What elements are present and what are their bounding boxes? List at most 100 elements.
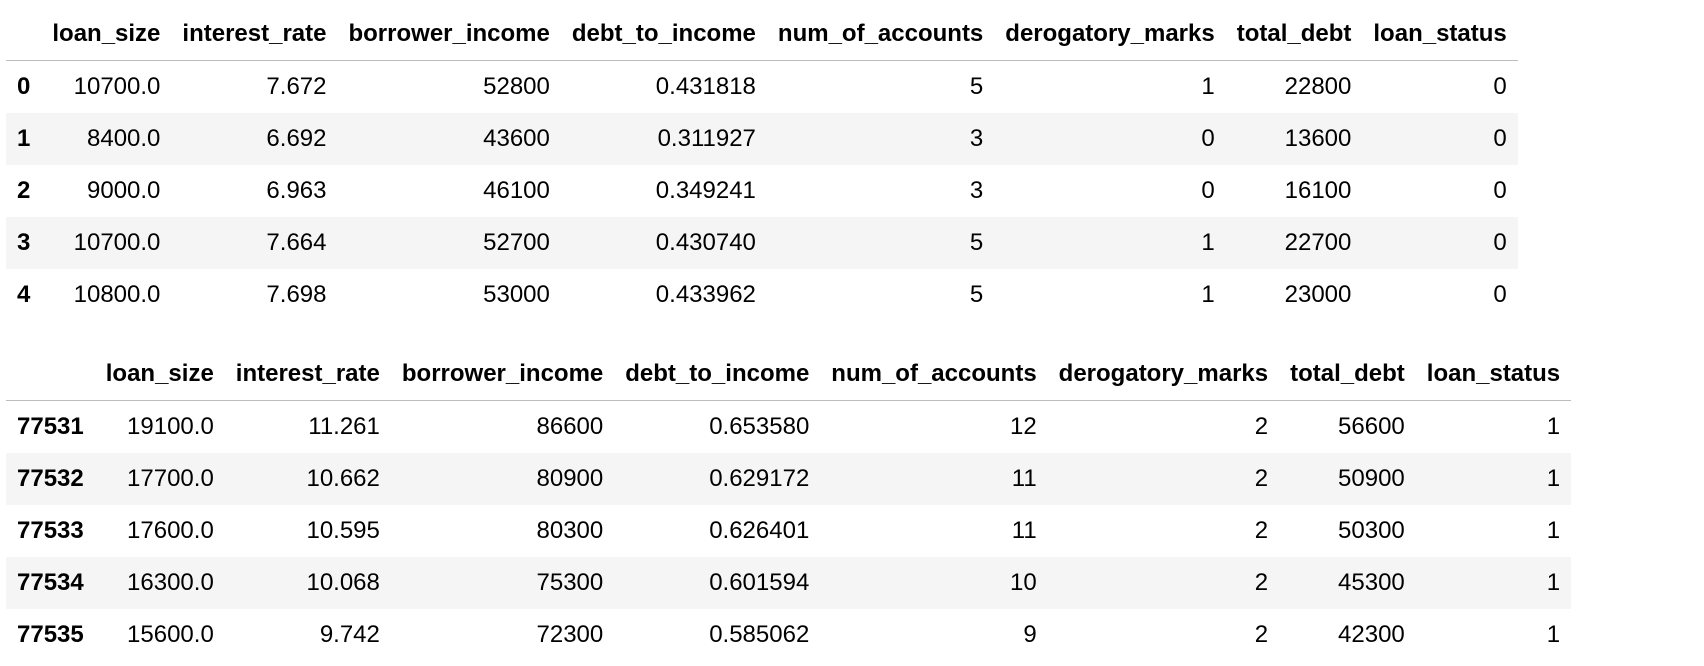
table-row: 77532 17700.0 10.662 80900 0.629172 11 2…	[6, 453, 1572, 505]
row-index: 2	[17, 177, 31, 204]
column-header: interest_rate	[224, 348, 391, 401]
table-cell: 1	[1201, 281, 1215, 308]
column-header: num_of_accounts	[820, 348, 1048, 401]
table-cell: 10.662	[306, 465, 380, 492]
table-cell: 50300	[1338, 517, 1405, 544]
table-cell: 11	[1011, 517, 1037, 544]
table-row: 77533 17600.0 10.595 80300 0.626401 11 2…	[6, 505, 1571, 557]
table-cell: 0.433962	[655, 281, 756, 308]
table-cell: 0.601594	[709, 569, 810, 596]
table-cell: 0	[1493, 177, 1507, 204]
table-cell: 12	[1009, 413, 1037, 440]
column-header: borrower_income	[337, 8, 561, 61]
table-cell: 0.626401	[709, 517, 810, 544]
column-header: total_debt	[1225, 8, 1363, 61]
table-cell: 46100	[483, 177, 550, 204]
table-cell: 75300	[536, 569, 604, 596]
column-header: borrower_income	[390, 348, 615, 401]
table-cell: 72300	[536, 621, 604, 648]
table-cell: 19100.0	[127, 413, 214, 440]
table-cell: 9.742	[319, 621, 380, 648]
table-cell: 5	[969, 229, 984, 256]
table-cell: 2	[1254, 621, 1269, 648]
table-cell: 22800	[1284, 73, 1352, 100]
row-index: 4	[17, 281, 31, 308]
table-cell: 1	[1546, 517, 1561, 544]
table-cell: 0.585062	[709, 621, 810, 648]
table-cell: 43600	[483, 125, 550, 152]
table-cell: 1	[1546, 621, 1561, 648]
row-index: 3	[17, 229, 31, 256]
table-cell: 0	[1201, 125, 1215, 152]
table-cell: 0.653580	[709, 413, 810, 440]
index-header	[6, 348, 95, 401]
table-cell: 86600	[536, 413, 604, 440]
table-cell: 7.672	[266, 73, 327, 100]
column-header: derogatory_marks	[1047, 348, 1280, 401]
row-index: 1	[17, 125, 31, 152]
table-row: 0 10700.0 7.672 52800 0.431818 5 1 22800…	[6, 61, 1518, 114]
table-cell: 16100	[1284, 177, 1352, 204]
table-cell: 53000	[483, 281, 550, 308]
row-index: 77535	[17, 621, 84, 648]
table-cell: 17700.0	[127, 465, 214, 492]
dataframe-head-table: loan_size interest_rate borrower_income …	[6, 8, 1518, 321]
table-cell: 1	[1546, 465, 1561, 492]
column-header: debt_to_income	[560, 8, 767, 61]
table-cell: 10700.0	[73, 73, 161, 100]
table-row: 2 9000.0 6.963 46100 0.349241 3 0 16100 …	[6, 165, 1518, 217]
table-cell: 0.629172	[709, 465, 810, 492]
table-row: 77535 15600.0 9.742 72300 0.585062 9 2 4…	[6, 609, 1571, 661]
index-header	[6, 8, 42, 61]
row-index: 77532	[17, 465, 84, 492]
table-cell: 9	[1023, 621, 1037, 648]
table-cell: 1	[1201, 73, 1215, 100]
table-cell: 0	[1493, 229, 1507, 256]
table-cell: 0.349241	[655, 177, 756, 204]
column-header: debt_to_income	[614, 348, 821, 401]
table-cell: 0	[1493, 281, 1507, 308]
column-header: num_of_accounts	[766, 8, 995, 61]
table-cell: 17600.0	[127, 517, 214, 544]
table-cell: 15600.0	[127, 621, 214, 648]
row-index: 77531	[17, 413, 84, 440]
table-cell: 52800	[483, 73, 550, 100]
row-index: 77534	[17, 569, 84, 596]
table-cell: 5	[969, 73, 984, 100]
table-cell: 23000	[1284, 281, 1352, 308]
table-cell: 56600	[1338, 413, 1405, 440]
table-cell: 2	[1254, 465, 1269, 492]
table-cell: 7.664	[266, 229, 327, 256]
column-header: loan_size	[41, 8, 172, 61]
table-cell: 50900	[1338, 465, 1405, 492]
table-cell: 5	[969, 281, 984, 308]
table-cell: 3	[969, 125, 984, 152]
table-cell: 80900	[536, 465, 604, 492]
header-row: loan_size interest_rate borrower_income …	[6, 348, 1572, 401]
row-index: 77533	[17, 517, 84, 544]
table-cell: 2	[1254, 517, 1269, 544]
table-cell: 45300	[1338, 569, 1405, 596]
table-cell: 11	[1011, 465, 1037, 492]
table-cell: 7.698	[266, 281, 327, 308]
table-cell: 80300	[536, 517, 604, 544]
table-cell: 1	[1201, 229, 1215, 256]
table-cell: 1	[1546, 413, 1561, 440]
table-cell: 10	[1009, 569, 1037, 596]
table-cell: 22700	[1284, 229, 1352, 256]
table-cell: 0	[1493, 125, 1507, 152]
table-cell: 10.595	[306, 517, 380, 544]
column-header: interest_rate	[171, 8, 338, 61]
row-index: 0	[17, 73, 31, 100]
header-row: loan_size interest_rate borrower_income …	[6, 8, 1518, 61]
table-cell: 0	[1201, 177, 1215, 204]
table-cell: 9000.0	[87, 177, 161, 204]
dataframe-tail-table: loan_size interest_rate borrower_income …	[6, 348, 1572, 661]
table-cell: 1	[1546, 569, 1561, 596]
table-cell: 13600	[1284, 125, 1352, 152]
table-cell: 10.068	[306, 569, 380, 596]
table-row: 3 10700.0 7.664 52700 0.430740 5 1 22700…	[6, 217, 1518, 269]
table-cell: 0.311927	[657, 125, 756, 152]
table-row: 77531 19100.0 11.261 86600 0.653580 12 2…	[6, 401, 1571, 454]
column-header: loan_status	[1415, 348, 1572, 401]
